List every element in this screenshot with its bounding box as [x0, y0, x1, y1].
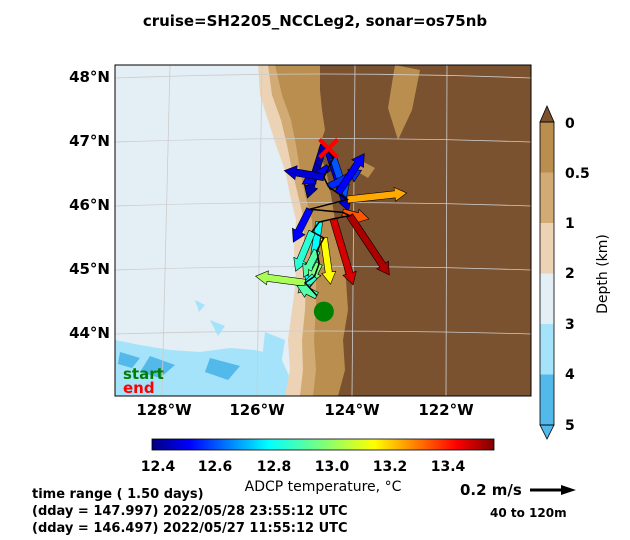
- depth-tick: 1: [565, 216, 575, 232]
- map-frame: [114, 64, 532, 397]
- temp-tick: 12.8: [257, 459, 292, 475]
- depth-colorbar-top-extension: [539, 105, 555, 123]
- depth-tick: 0.5: [565, 166, 590, 182]
- deep-water-patches: [115, 300, 290, 396]
- depth-colorbar-bottom-extension: [539, 424, 555, 440]
- track-line: [303, 144, 353, 297]
- lat-tick-48: 48°N: [69, 68, 110, 86]
- depth-colorbar-segment: [540, 324, 554, 375]
- lat-tick-47: 47°N: [69, 132, 110, 150]
- velocity-arrow: [346, 186, 408, 204]
- start-label: start: [123, 365, 164, 383]
- scale-speed-label: 0.2 m/s: [460, 481, 522, 499]
- temp-tick: 12.6: [198, 459, 233, 475]
- ship-track: [303, 144, 353, 297]
- velocity-arrow: [329, 217, 357, 286]
- velocity-arrow: [292, 207, 314, 243]
- depth-colorbar-segment: [540, 122, 554, 173]
- depth-colorbar-segment: [540, 374, 554, 425]
- temperature-colorbar: [151, 438, 495, 451]
- lat-tick-44: 44°N: [69, 324, 110, 342]
- start-marker: [313, 301, 334, 322]
- depth-tick: 3: [565, 317, 575, 333]
- chart-title: cruise=SH2205_NCCLeg2, sonar=os75nb: [142, 12, 488, 30]
- time-range-line: time range ( 1.50 days): [32, 487, 204, 502]
- grid-lines: [115, 65, 531, 396]
- temp-tick: 13.4: [431, 459, 466, 475]
- velocity-arrow: [293, 229, 316, 272]
- depth-colorbar-frame: [539, 121, 555, 426]
- lon-tick-126: 126°W: [229, 401, 285, 419]
- lat-tick-46: 46°N: [69, 196, 110, 214]
- depth-tick: 0: [565, 116, 575, 132]
- temp-tick: 13.0: [315, 459, 350, 475]
- scale-depth-range: 40 to 120m: [490, 506, 567, 520]
- velocity-arrow: [283, 165, 325, 182]
- depth-colorbar-segment: [540, 273, 554, 324]
- land-region: [318, 65, 531, 396]
- depth-colorbar-segment: [540, 172, 554, 223]
- velocity-arrow: [320, 237, 337, 285]
- depth-tick: 5: [565, 418, 575, 434]
- temperature-colorbar-label: ADCP temperature, °C: [245, 479, 402, 495]
- lon-tick-124: 124°W: [324, 401, 380, 419]
- end-marker: [318, 137, 339, 159]
- depth-tick: 4: [565, 367, 575, 383]
- depth-tick: 2: [565, 266, 575, 282]
- end-label: end: [123, 379, 155, 397]
- lat-tick-45: 45°N: [69, 260, 110, 278]
- depth-colorbar-segment: [540, 223, 554, 274]
- time-range-end: (dday = 147.997) 2022/05/28 23:55:12 UTC: [32, 504, 348, 519]
- velocity-arrow: [346, 213, 390, 276]
- depth-colorbar: [539, 105, 555, 440]
- lon-tick-122: 122°W: [418, 401, 474, 419]
- temp-tick: 13.2: [373, 459, 408, 475]
- time-range-start: (dday = 146.497) 2022/05/27 11:55:12 UTC: [32, 521, 348, 536]
- temp-tick: 12.4: [141, 459, 176, 475]
- lon-tick-128: 128°W: [136, 401, 192, 419]
- scale-arrow: [530, 485, 576, 495]
- depth-colorbar-label: Depth (km): [595, 234, 611, 314]
- velocity-arrow: [334, 153, 365, 196]
